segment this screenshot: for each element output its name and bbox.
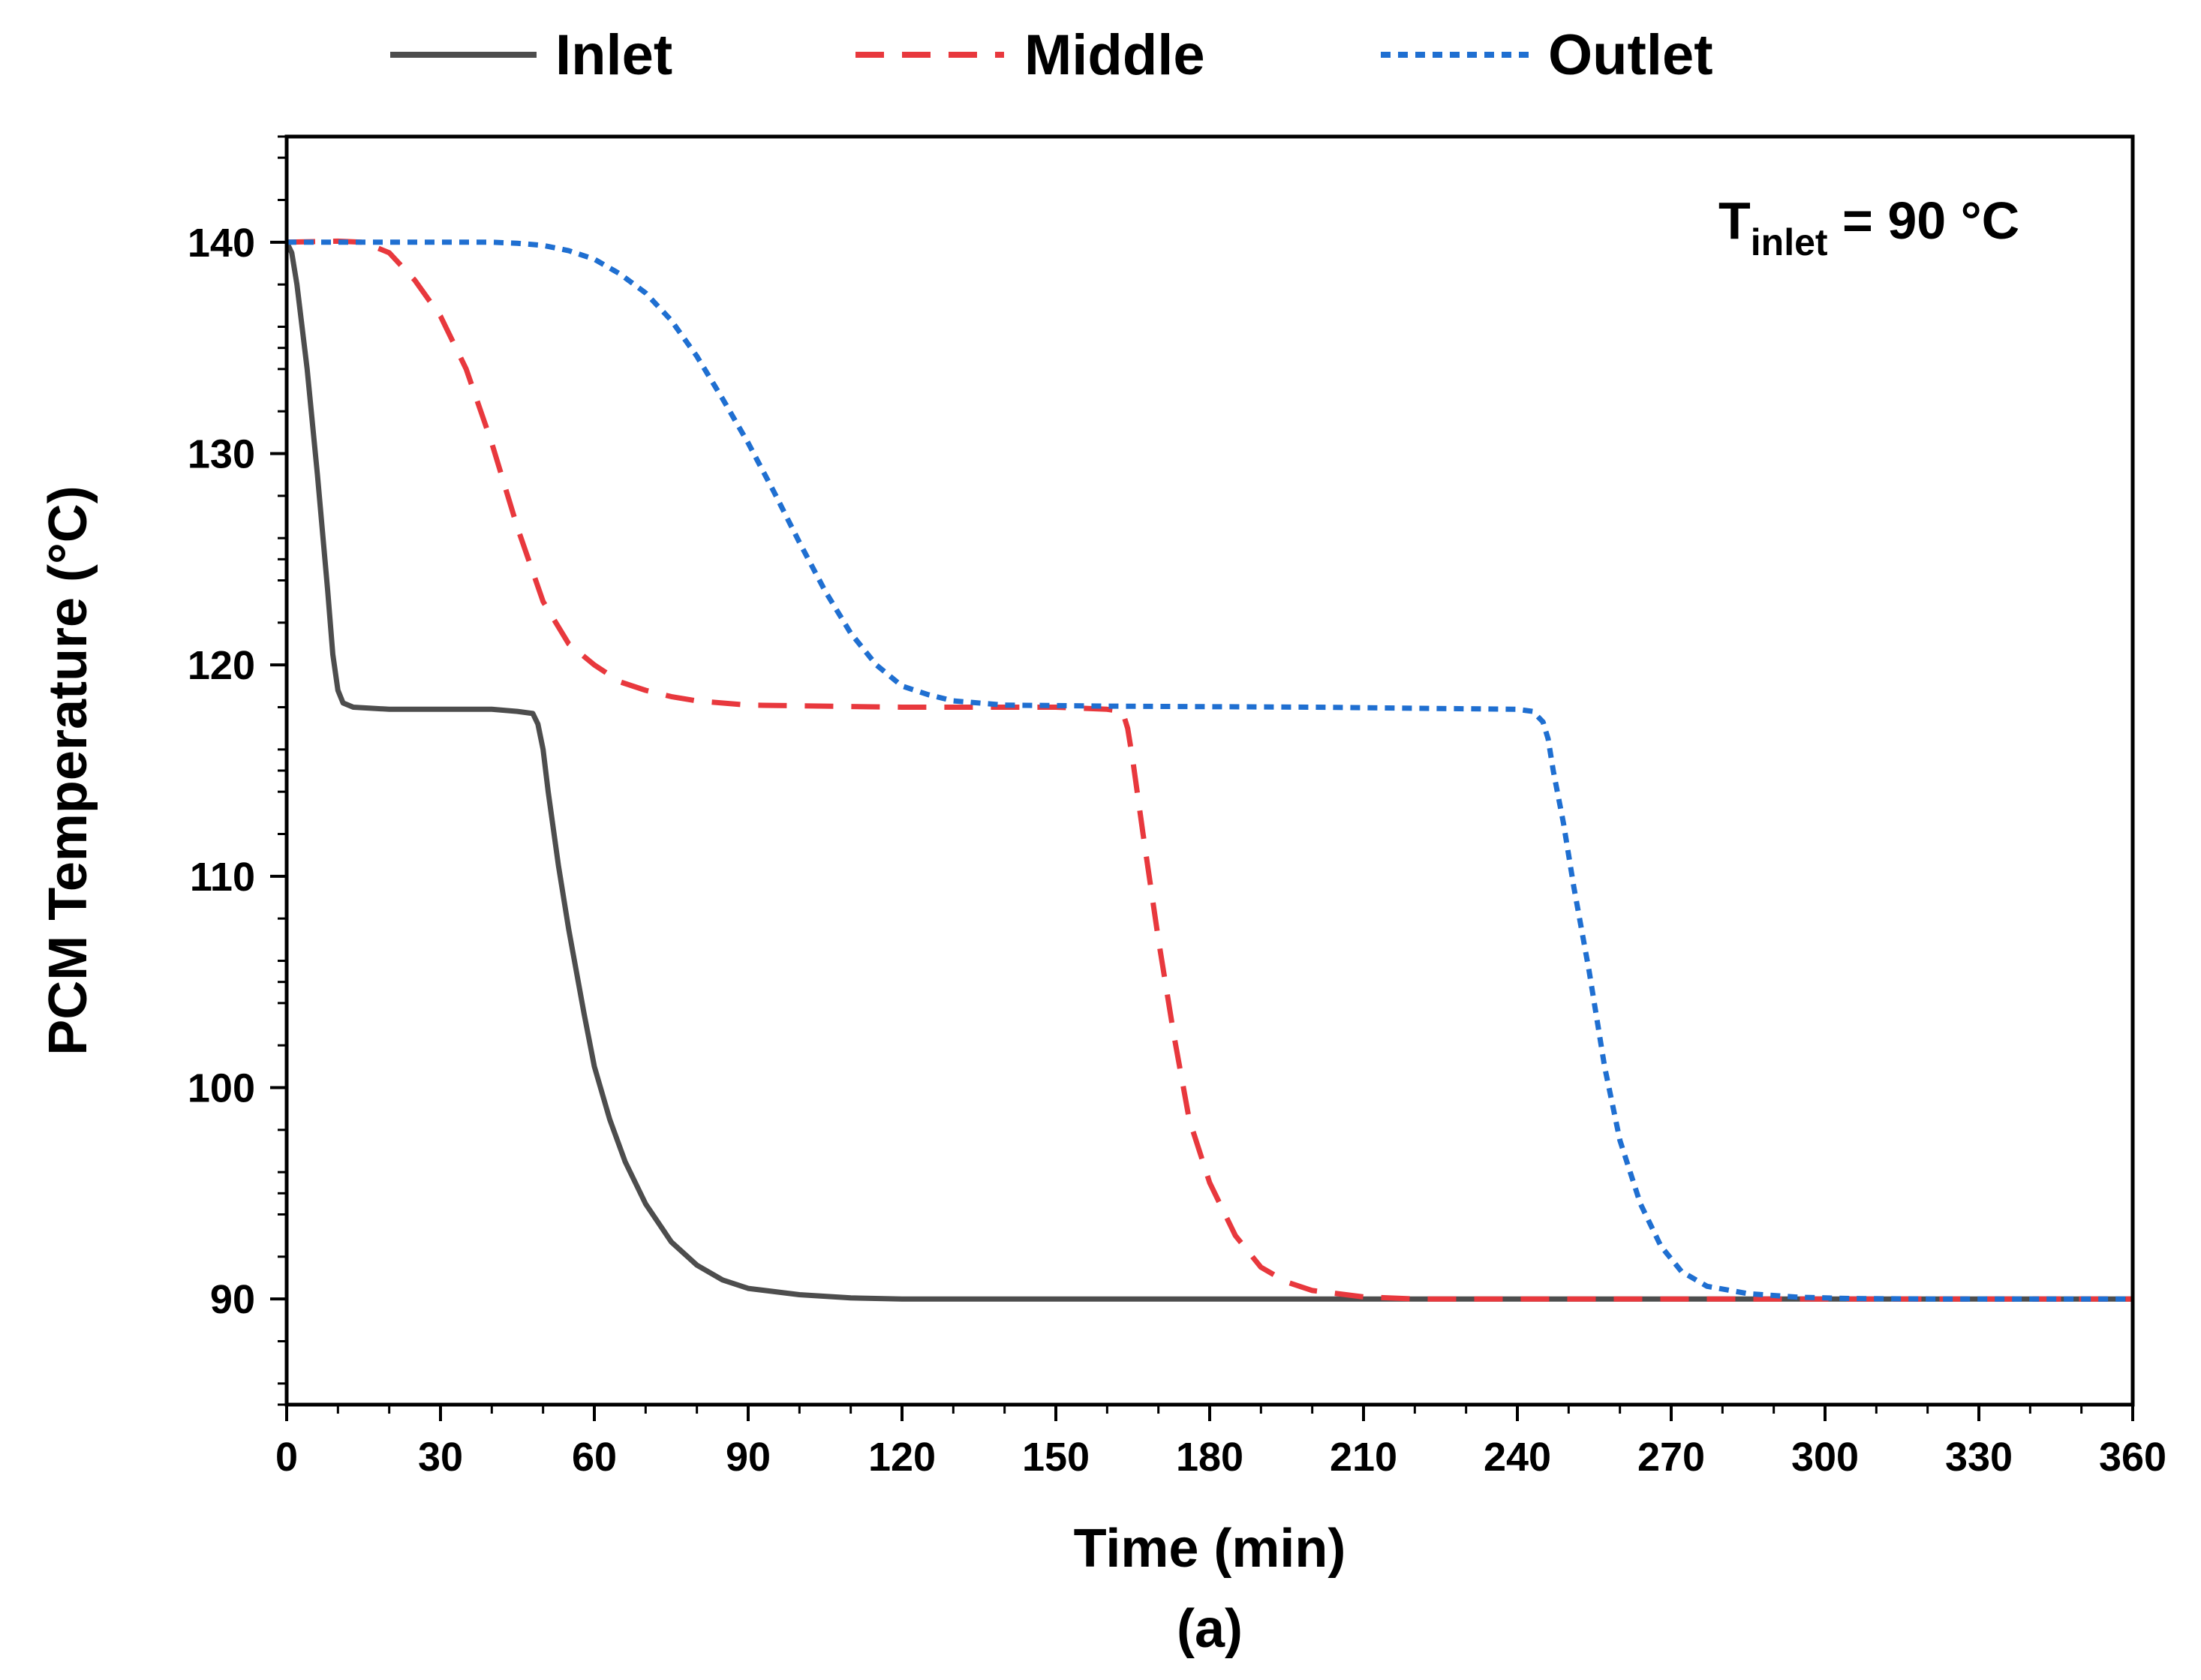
- y-tick-label-90: 90: [210, 1277, 255, 1322]
- figure-caption: (a): [1177, 1599, 1243, 1659]
- y-axis-title: PCM Temperature (°C): [38, 485, 98, 1056]
- annotation-subscript: inlet: [1751, 221, 1828, 263]
- plot-frame: [284, 134, 2135, 1407]
- x-tick-label-330: 330: [1945, 1435, 2013, 1480]
- x-axis-title: Time (min): [1074, 1519, 1346, 1579]
- x-tick-label-270: 270: [1637, 1435, 1705, 1480]
- legend-label-inlet: Inlet: [555, 23, 672, 87]
- legend-item-middle: Middle: [855, 23, 1205, 87]
- x-tick-label-0: 0: [275, 1435, 298, 1480]
- x-tick-label-60: 60: [572, 1435, 617, 1480]
- series-line-middle: [286, 238, 2133, 1302]
- annotation-value: = 90 °C: [1828, 191, 2020, 250]
- y-tick-label-100: 100: [188, 1066, 255, 1111]
- legend-label-middle: Middle: [1024, 23, 1205, 87]
- x-tick-label-30: 30: [418, 1435, 463, 1480]
- y-tick-label-130: 130: [188, 432, 255, 477]
- x-tick-label-90: 90: [726, 1435, 771, 1480]
- legend-label-outlet: Outlet: [1548, 23, 1713, 87]
- x-tick-label-300: 300: [1791, 1435, 1859, 1480]
- y-tick-label-110: 110: [190, 855, 255, 900]
- series-layer: [285, 238, 2133, 1302]
- x-tick-label-120: 120: [868, 1435, 936, 1480]
- annotation-main: T: [1718, 191, 1751, 250]
- series-line-outlet: [287, 239, 2133, 1302]
- y-tick-label-140: 140: [188, 221, 255, 266]
- legend-item-inlet: Inlet: [390, 23, 672, 87]
- y-tick-labels: 90 100 110 120 130 140: [188, 221, 255, 1322]
- tick-layer: [270, 135, 2134, 1421]
- legend-item-outlet: Outlet: [1381, 23, 1713, 87]
- series-line-inlet: [285, 241, 2133, 1302]
- x-tick-labels: 0 30 60 90 120 150 180 210 240 270 300 330 360: [275, 1435, 2166, 1480]
- x-tick-label-180: 180: [1176, 1435, 1243, 1480]
- y-tick-label-120: 120: [188, 643, 255, 688]
- x-tick-label-360: 360: [2099, 1435, 2166, 1480]
- legend: Inlet Middle Outlet: [390, 23, 1713, 87]
- inlet-temperature-annotation: Tinlet = 90 °C: [1718, 191, 2019, 263]
- x-tick-label-210: 210: [1330, 1435, 1397, 1480]
- x-tick-label-240: 240: [1484, 1435, 1551, 1480]
- x-tick-label-150: 150: [1022, 1435, 1090, 1480]
